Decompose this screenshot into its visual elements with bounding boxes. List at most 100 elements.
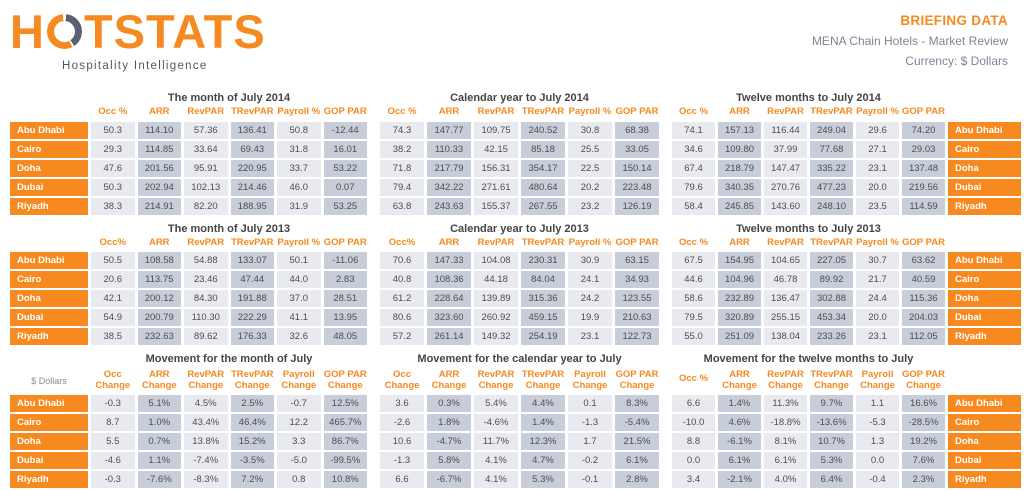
value-cell: -4.7% [427, 433, 471, 450]
value-cell: 104.96 [718, 271, 761, 288]
value-cell: 37.0 [277, 290, 321, 307]
value-cell: 214.46 [230, 178, 274, 196]
value-cell: 1.8% [427, 414, 471, 431]
value-cell: -6.1% [718, 433, 761, 450]
value-cell: 222.29 [230, 309, 274, 326]
column-header: TRevPAR [230, 236, 274, 248]
value-cell: 63.62 [902, 252, 945, 269]
briefing-data-title: BRIEFING DATA [900, 13, 1008, 28]
value-cell: 1.4% [521, 414, 565, 431]
value-cell: 115.36 [902, 290, 945, 307]
value-cell: 4.4% [521, 395, 565, 412]
value-cell: 58.6 [672, 290, 715, 307]
column-header: TRevPAR Change [521, 369, 565, 391]
column-header: TRevPAR Change [810, 369, 853, 391]
value-cell: -5.3 [856, 414, 899, 431]
value-cell: 30.7 [856, 252, 899, 269]
table-movement-calendar-year: Movement for the calendar year to July Oc… [380, 351, 659, 488]
value-cell: -13.6% [810, 414, 853, 431]
value-cell: 23.5 [856, 197, 899, 215]
top-bar: H TSTATS Hospitality Intelligence BRIEFI… [0, 0, 1024, 78]
value-cell: 109.80 [718, 140, 761, 158]
value-cell: 320.89 [718, 309, 761, 326]
row-label-doha: Doha [948, 433, 1021, 450]
value-cell: 74.1 [672, 121, 715, 139]
value-cell: 11.3% [764, 395, 807, 412]
column-header: Occ % [678, 106, 709, 117]
value-cell: -0.7 [277, 395, 321, 412]
row-label-riyadh: Riyadh [948, 471, 1021, 488]
value-cell: 248.10 [810, 197, 853, 215]
column-header: TRevPAR Change [230, 369, 274, 391]
value-cell: 23.46 [184, 271, 228, 288]
value-cell: 20.6 [91, 271, 135, 288]
value-cell: 323.60 [427, 309, 471, 326]
value-cell: 243.63 [427, 197, 471, 215]
value-cell: 230.31 [521, 252, 565, 269]
value-cell: 33.05 [615, 140, 659, 158]
row-label-abu-dhabi: Abu Dhabi [948, 395, 1021, 412]
table-month-of-july-2013: The month of July 2013 Occ% ARR RevPAR TRevP… [10, 221, 367, 345]
value-cell: 302.88 [810, 290, 853, 307]
value-cell: 210.63 [615, 309, 659, 326]
column-header: Occ Change [95, 369, 131, 391]
value-cell: 232.63 [137, 328, 181, 345]
table-twelve-months-to-july-2014: Twelve months to July 2014 Occ % ARR RevPAR… [672, 90, 1021, 215]
value-cell: -2.1% [718, 471, 761, 488]
table-twelve-months-to-july-2013: Twelve months to July 2013 Occ % ARR RevPAR… [672, 221, 1021, 345]
row-label-riyadh: Riyadh [948, 328, 1021, 345]
value-cell: 57.36 [184, 121, 228, 139]
value-cell: 57.2 [380, 328, 424, 345]
corner-spacer [10, 107, 88, 120]
value-cell: 0.8 [277, 471, 321, 488]
column-header: Occ Change [384, 369, 420, 391]
value-cell: -0.4 [856, 471, 899, 488]
column-header: TRevPAR [810, 236, 853, 248]
value-cell: 61.2 [380, 290, 424, 307]
column-header: RevPAR [477, 106, 515, 117]
column-header: Payroll % [568, 106, 612, 117]
value-cell: 315.36 [521, 290, 565, 307]
value-cell: 20.2 [568, 178, 612, 196]
value-cell: 42.15 [474, 140, 518, 158]
value-cell: 340.35 [718, 178, 761, 196]
column-header: RevPAR [767, 106, 804, 117]
value-cell: 33.7 [277, 159, 321, 177]
value-cell: 46.0 [277, 178, 321, 196]
value-cell: 29.6 [856, 121, 899, 139]
value-cell: 13.95 [323, 309, 367, 326]
value-cell: 41.1 [277, 309, 321, 326]
logo-ring-icon [46, 14, 82, 49]
value-cell: 44.0 [277, 271, 321, 288]
value-cell: 123.55 [615, 290, 659, 307]
value-cell: 261.14 [427, 328, 471, 345]
value-cell: 44.18 [474, 271, 518, 288]
brand-tagline: Hospitality Intelligence [62, 60, 208, 72]
value-cell: 7.6% [902, 452, 945, 469]
value-cell: 11.7% [474, 433, 518, 450]
value-cell: 233.26 [810, 328, 853, 345]
column-header: GOP PAR [615, 106, 659, 117]
corner-spacer [948, 368, 1021, 393]
value-cell: 79.4 [380, 178, 424, 196]
value-cell: 3.4 [672, 471, 715, 488]
value-cell: 23.1 [568, 328, 612, 345]
value-cell: 46.78 [764, 271, 807, 288]
value-cell: 271.61 [474, 178, 518, 196]
value-cell: 6.1% [718, 452, 761, 469]
table-body: Occ Change ARR Change RevPAR Change TRevPAR… [380, 368, 659, 488]
value-cell: 21.7 [856, 271, 899, 288]
value-cell: 138.04 [764, 328, 807, 345]
value-cell: 50.1 [277, 252, 321, 269]
table-title: Movement for the calendar year to July [417, 353, 622, 365]
value-cell: 113.75 [137, 271, 181, 288]
value-cell: 70.6 [380, 252, 424, 269]
tables-grid: The month of July 2014 Occ % ARR RevPAR TRev… [10, 90, 1024, 488]
column-header: TRevPAR [521, 106, 565, 117]
value-cell: -28.5% [902, 414, 945, 431]
value-cell: 89.92 [810, 271, 853, 288]
table-body: Occ % ARR RevPAR TRevPAR Payroll % GOP PAR 67.… [672, 236, 1021, 345]
row-label-abu-dhabi: Abu Dhabi [10, 252, 88, 269]
hotstats-logo: H TSTATS [10, 8, 266, 55]
value-cell: 32.6 [277, 328, 321, 345]
